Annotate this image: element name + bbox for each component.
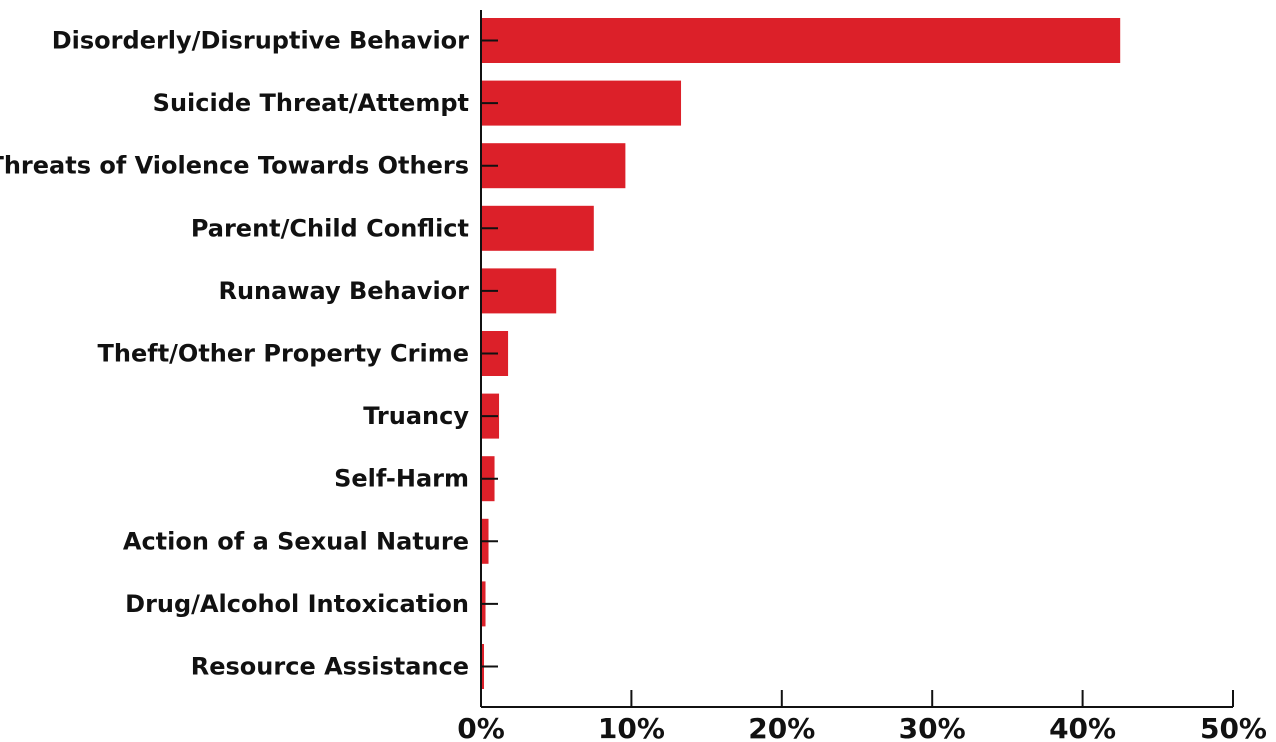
- x-tick-label: 10%: [598, 712, 665, 742]
- category-label: Resource Assistance: [191, 653, 469, 681]
- x-tick-label: 50%: [1200, 712, 1267, 742]
- x-tick-label: 20%: [748, 712, 815, 742]
- category-label: Suicide Threat/Attempt: [153, 89, 469, 117]
- category-label: Theft/Other Property Crime: [98, 340, 469, 368]
- category-label: Self-Harm: [334, 465, 469, 493]
- category-label: Drug/Alcohol Intoxication: [125, 590, 469, 618]
- x-ticks-layer: 0% 10% 20% 30% 40% 50%: [457, 690, 1267, 742]
- bar: [481, 143, 626, 189]
- x-tick-label: 40%: [1049, 712, 1116, 742]
- bar: [481, 205, 594, 251]
- category-label: Action of a Sexual Nature: [123, 527, 469, 555]
- x-tick-label: 30%: [899, 712, 966, 742]
- y-ticks-layer: [481, 39, 498, 668]
- category-label: Parent/Child Conflict: [191, 214, 469, 242]
- category-label: Threats of Violence Towards Others: [0, 152, 469, 180]
- category-labels-layer: Disorderly/Disruptive Behavior Suicide Th…: [0, 27, 469, 681]
- bar: [481, 18, 1121, 63]
- category-label: Runaway Behavior: [218, 277, 469, 305]
- x-tick-label: 0%: [457, 712, 505, 742]
- bars-layer: [481, 18, 1121, 689]
- category-label: Disorderly/Disruptive Behavior: [52, 27, 469, 55]
- category-label: Truancy: [363, 402, 469, 430]
- bar: [481, 80, 682, 126]
